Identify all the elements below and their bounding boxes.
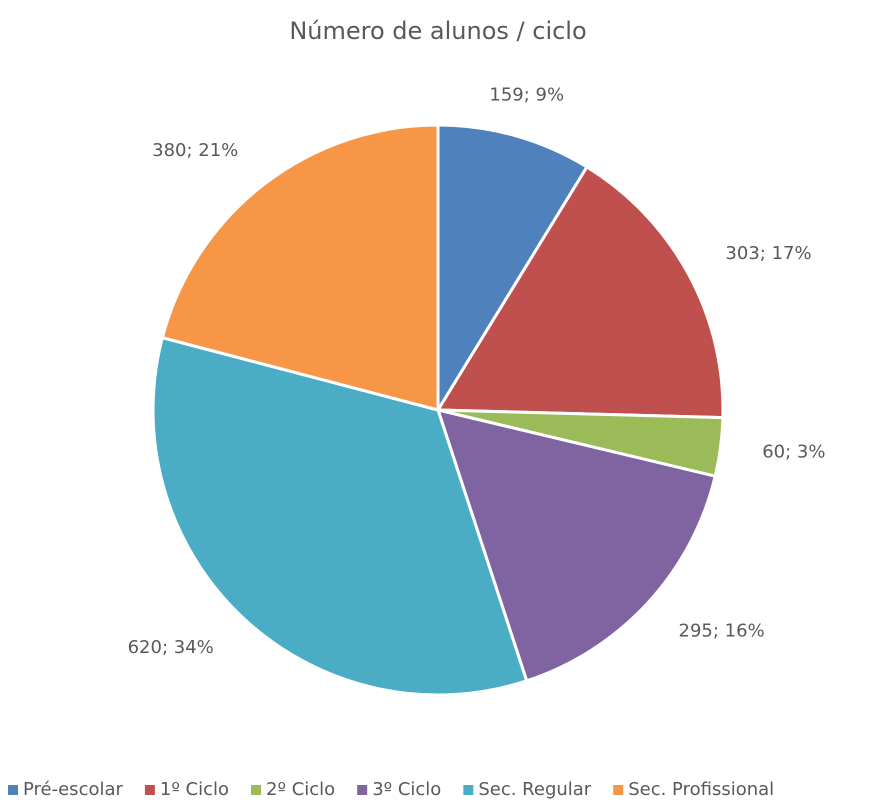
pie-slice xyxy=(436,123,589,416)
data-label: 303; 17% xyxy=(725,243,811,264)
legend-swatch xyxy=(613,785,624,795)
data-label: 380; 21% xyxy=(152,140,238,161)
legend-swatch xyxy=(463,785,474,795)
data-label: 620; 34% xyxy=(128,637,214,658)
legend-swatch xyxy=(357,785,368,795)
legend-label: 3º Ciclo xyxy=(372,779,441,800)
legend-label: 1º Ciclo xyxy=(160,779,229,800)
pie-slice xyxy=(435,407,718,683)
legend-label: Sec. Regular xyxy=(478,779,591,800)
pie-slice xyxy=(160,123,440,412)
data-label: 60; 3% xyxy=(762,442,825,463)
legend-label: 2º Ciclo xyxy=(266,779,335,800)
pie-slice xyxy=(435,164,725,420)
chart-title: Número de alunos / ciclo xyxy=(289,17,586,45)
legend-label: Sec. Profissional xyxy=(628,779,774,800)
legend-label: Pré-escolar xyxy=(23,779,124,800)
legend-swatch xyxy=(251,785,262,795)
pie-slice xyxy=(151,335,529,697)
data-label: 159; 9% xyxy=(489,84,564,105)
legend-swatch xyxy=(8,785,18,795)
data-label: 295; 16% xyxy=(679,621,765,642)
legend-swatch xyxy=(144,785,155,795)
